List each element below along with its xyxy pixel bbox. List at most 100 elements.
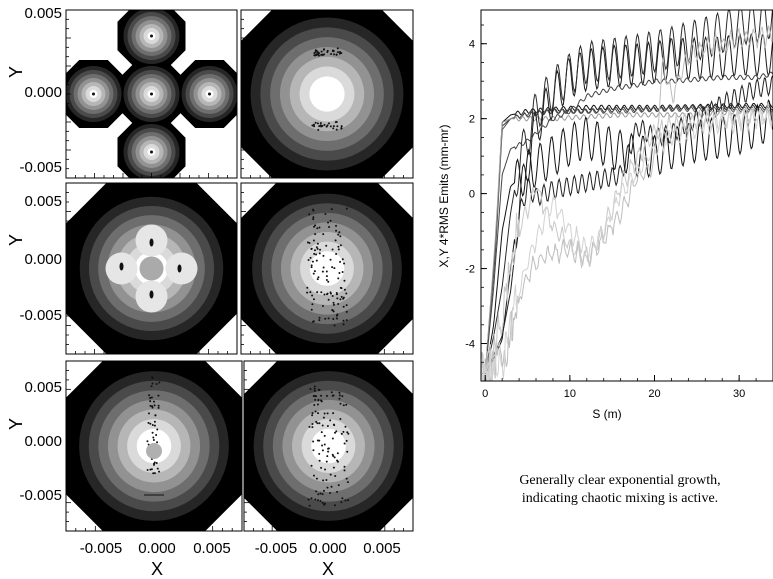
round-particle xyxy=(327,281,329,283)
round-particle xyxy=(311,414,313,416)
round-particle xyxy=(346,311,348,313)
round-particle xyxy=(315,411,317,413)
round-particle xyxy=(330,474,332,476)
round-particle xyxy=(336,318,338,320)
round-particle xyxy=(341,125,343,127)
series-line-2 xyxy=(481,107,773,373)
round-particle xyxy=(324,435,326,437)
series-line-5 xyxy=(481,76,773,374)
round-particle xyxy=(335,239,337,241)
round-particle xyxy=(323,49,325,51)
round-particle xyxy=(331,266,333,268)
x-tick-label: -0.005 xyxy=(255,540,298,557)
round-particle xyxy=(313,125,315,127)
round-particle xyxy=(149,400,151,402)
round-particle xyxy=(152,437,154,439)
x-tick-label: 10 xyxy=(564,388,576,400)
round-particle xyxy=(151,397,153,399)
x-tick-label: 0.000 xyxy=(309,540,347,557)
round-particle xyxy=(323,294,325,296)
round-particle xyxy=(317,440,319,442)
round-particle xyxy=(311,264,313,266)
round-particle xyxy=(313,240,315,242)
round-particle xyxy=(323,266,325,268)
round-particle xyxy=(308,213,310,215)
round-particle xyxy=(308,242,310,244)
round-particle xyxy=(314,388,316,390)
beamlet-particle xyxy=(150,93,153,96)
round-particle xyxy=(326,487,328,489)
round-particle xyxy=(327,425,329,427)
round-particle xyxy=(148,422,150,424)
round-particle xyxy=(340,244,342,246)
round-particle xyxy=(317,399,319,401)
series-line-6 xyxy=(481,100,773,373)
beamlet-particle xyxy=(150,35,153,38)
round-particle xyxy=(346,208,348,210)
round-particle xyxy=(312,218,314,220)
round-particle xyxy=(321,51,323,53)
beamlet-particle xyxy=(150,151,153,154)
round-particle xyxy=(314,399,316,401)
round-particle xyxy=(336,54,338,56)
round-particle xyxy=(346,440,348,442)
round-particle xyxy=(343,263,345,265)
round-particle xyxy=(317,499,319,501)
y-axis-label: Y xyxy=(6,418,26,430)
round-particle xyxy=(154,472,156,474)
round-particle xyxy=(318,55,320,57)
round-particle xyxy=(336,315,338,317)
round-particle xyxy=(320,122,322,124)
round-particle xyxy=(337,461,339,463)
round-particle xyxy=(340,128,342,130)
round-particle xyxy=(327,124,329,126)
round-particle xyxy=(327,451,329,453)
round-particle xyxy=(312,412,314,414)
round-particle xyxy=(313,253,315,255)
clover-particle xyxy=(150,239,154,247)
round-particle xyxy=(326,461,328,463)
round-particle xyxy=(309,505,311,507)
round-particle xyxy=(334,504,336,506)
round-particle xyxy=(340,501,342,503)
contour-panel-p1 xyxy=(60,2,244,186)
round-particle xyxy=(312,216,314,218)
round-particle xyxy=(333,302,335,304)
round-particle xyxy=(152,424,154,426)
y-tick-label: -0.005 xyxy=(19,487,62,504)
round-particle xyxy=(342,320,344,322)
round-particle xyxy=(326,455,328,457)
round-particle xyxy=(341,395,343,397)
round-particle xyxy=(332,318,334,320)
round-particle xyxy=(310,257,312,259)
round-particle xyxy=(314,498,316,500)
round-particle xyxy=(322,271,324,273)
round-particle xyxy=(322,493,324,495)
round-particle xyxy=(322,233,324,235)
round-particle xyxy=(337,277,339,279)
round-particle xyxy=(341,296,343,298)
caption-line-1: Generally clear exponential growth, xyxy=(470,472,770,490)
round-particle xyxy=(321,431,323,433)
round-particle xyxy=(336,121,338,123)
round-particle xyxy=(151,385,153,387)
x-tick-label: 30 xyxy=(733,388,745,400)
round-particle xyxy=(319,500,321,502)
round-particle xyxy=(337,47,339,49)
round-particle xyxy=(317,122,319,124)
round-particle xyxy=(341,433,343,435)
round-particle xyxy=(330,291,332,293)
round-particle xyxy=(313,298,315,300)
round-particle xyxy=(325,479,327,481)
round-particle xyxy=(151,376,153,378)
round-particle xyxy=(313,395,315,397)
round-particle xyxy=(334,456,336,458)
round-particle xyxy=(347,481,349,483)
y-tick-label: 0.005 xyxy=(24,193,62,210)
round-particle xyxy=(319,317,321,319)
y-tick-label: -2 xyxy=(465,264,475,276)
round-particle xyxy=(312,209,314,211)
round-particle xyxy=(328,299,330,301)
round-particle xyxy=(317,278,319,280)
round-particle xyxy=(317,248,319,250)
